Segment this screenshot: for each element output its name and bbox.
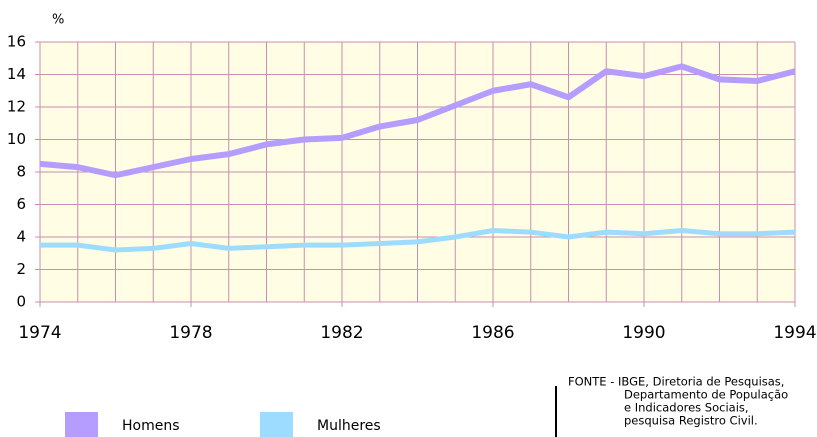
- x-tick-label: 1982: [320, 323, 363, 343]
- source-text: e Indicadores Sociais,: [624, 401, 749, 415]
- y-tick-label: 16: [7, 33, 26, 51]
- source-text: pesquisa Registro Civil.: [624, 414, 758, 428]
- series-line: [40, 228, 796, 253]
- y-tick-label: 6: [16, 195, 26, 213]
- y-tick-label: 8: [16, 163, 26, 181]
- y-tick-label: 4: [16, 228, 26, 246]
- x-tick-label: 1994: [773, 323, 816, 343]
- y-tick-label: 14: [7, 65, 26, 83]
- legend-swatch: [65, 412, 98, 437]
- legend-swatch: [260, 412, 293, 437]
- y-axis-label: %: [52, 13, 64, 28]
- y-tick-label: 10: [7, 130, 26, 148]
- x-tick-label: 1986: [471, 323, 514, 343]
- y-tick-label: 12: [7, 98, 26, 116]
- source-text: Departamento de População: [624, 388, 788, 402]
- x-tick-label: 1978: [169, 323, 212, 343]
- series-line: [39, 63, 796, 179]
- y-tick-label: 2: [16, 260, 26, 278]
- source-text: FONTE - IBGE, Diretoria de Pesquisas,: [568, 375, 784, 389]
- legend-label: Mulheres: [317, 418, 381, 434]
- x-tick-label: 1974: [18, 323, 61, 343]
- y-tick-label: 0: [16, 293, 26, 311]
- legend-label: Homens: [122, 418, 180, 434]
- x-tick-label: 1990: [622, 323, 665, 343]
